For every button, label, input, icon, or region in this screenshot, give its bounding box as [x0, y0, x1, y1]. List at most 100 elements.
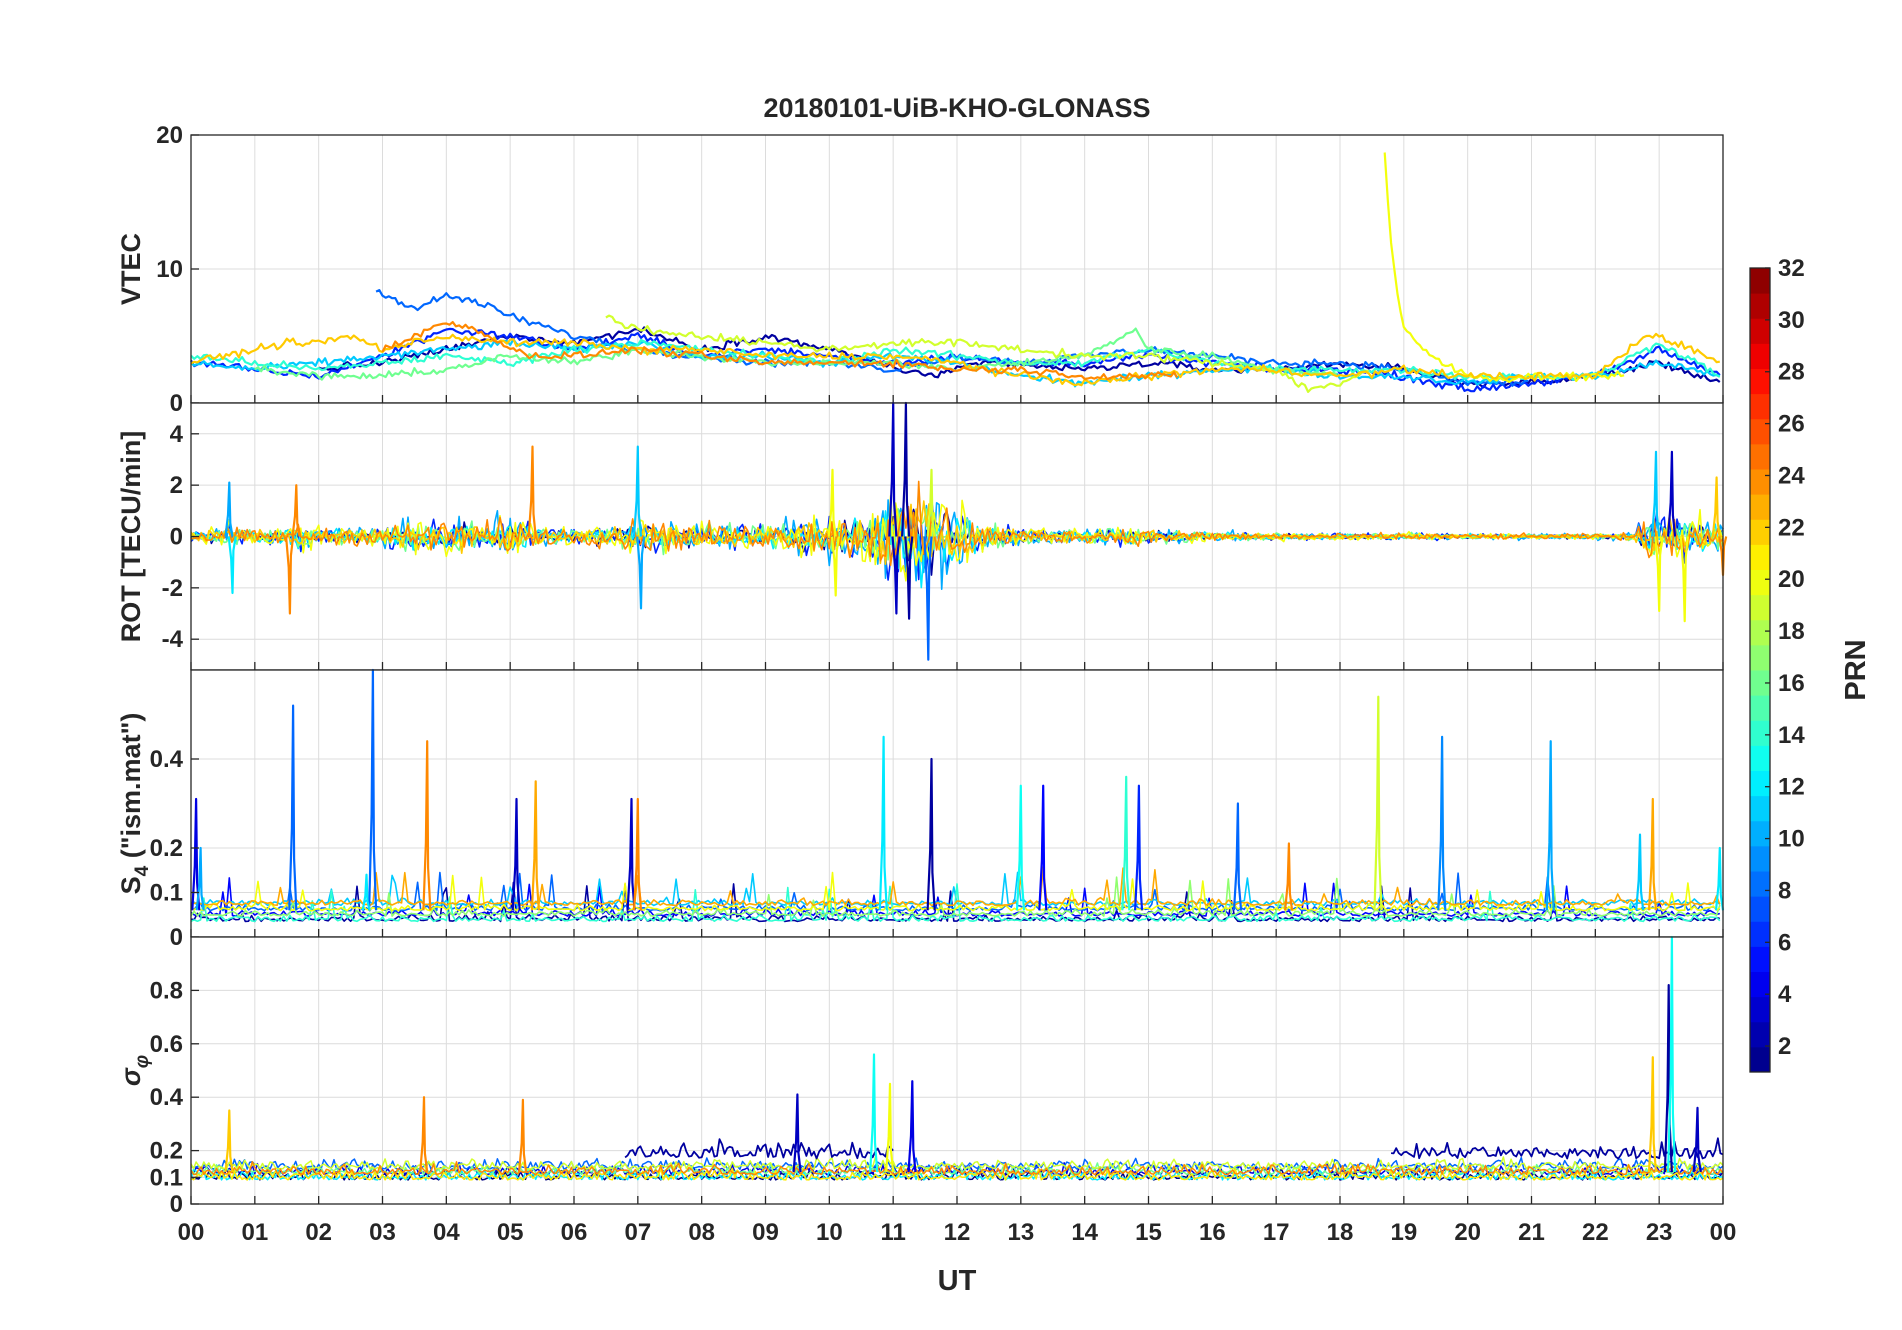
- s4-series: [190, 668, 1725, 923]
- colorbar-frame: [1749, 267, 1771, 1073]
- rot-spike: [923, 536, 933, 661]
- rot-spike: [926, 468, 936, 537]
- vtec-y-tick-label: 0: [170, 390, 183, 417]
- rot-spike: [830, 536, 840, 597]
- x-tick-labels: 00 01 02 03 04 05 06 07 08 09 10 11 12 13 14 15 16 17 18 19…: [178, 1219, 1737, 1246]
- rot-spike: [291, 484, 301, 537]
- colorbar-swatch: [1750, 770, 1770, 797]
- s4-series-prn-20: [190, 871, 1721, 912]
- panel-sigma_phi: 00.10.2 0.4 0.6 0.8 σφ: [116, 935, 1724, 1218]
- sigma_phi-spike: [1663, 984, 1673, 1173]
- colorbar-swatch: [1750, 871, 1770, 897]
- rot-spike: [1711, 476, 1721, 537]
- x-tick-label: 23: [1646, 1219, 1673, 1246]
- vtec-y-axis-label: VTEC: [116, 233, 146, 305]
- sigma_phi-spike: [907, 1080, 917, 1173]
- x-tick-label: 00: [1710, 1219, 1737, 1246]
- s4-y-tick-label: 0.4: [150, 746, 184, 773]
- colorbar-swatch: [1750, 519, 1770, 545]
- s4-spike: [1714, 846, 1725, 911]
- s4-series-prn-23: [190, 866, 1721, 907]
- rot-spike: [227, 536, 237, 595]
- s4-series-prn-14: [190, 883, 1721, 923]
- rot-series-prn-24: [190, 480, 1724, 567]
- s4-spike: [361, 873, 371, 911]
- colorbar-swatch: [1750, 971, 1770, 998]
- vtec-series-prn-19: [605, 314, 1370, 393]
- rot-spike: [1679, 536, 1689, 623]
- panel-s4: 0 0.1 0.2 0.4S4 ("ism.mat"): [116, 668, 1725, 951]
- colorbar-swatch: [1750, 820, 1770, 847]
- x-tick-label: 04: [433, 1219, 460, 1246]
- sigma_phi-y-tick-label: 0.2: [150, 1138, 183, 1165]
- colorbar-tick-label: 26: [1778, 411, 1805, 438]
- colorbar-tick-label: 30: [1778, 307, 1805, 334]
- s4-spike: [1545, 740, 1555, 911]
- colorbar-swatch: [1750, 745, 1770, 771]
- x-tick-label: 22: [1582, 1219, 1609, 1246]
- vtec-series-prn-24: [381, 321, 1179, 381]
- colorbar-tick-label: 6: [1778, 929, 1791, 956]
- sigma_phi-y-tick-label: 0.4: [150, 1084, 184, 1111]
- rot-spike: [827, 468, 837, 537]
- s4-spike: [195, 846, 205, 911]
- rot-spike: [904, 536, 914, 620]
- s4-spike: [1373, 695, 1383, 911]
- colorbar-swatch: [1750, 921, 1770, 947]
- sigma_phi-y-tick-label: 0: [170, 1191, 183, 1218]
- rot-spike: [1654, 536, 1664, 613]
- s4-series-prn-17: [190, 876, 1721, 917]
- colorbar-swatch: [1750, 293, 1770, 319]
- rot-spike: [285, 536, 295, 615]
- colorbar-swatch: [1750, 996, 1770, 1023]
- x-tick-label: 05: [497, 1219, 524, 1246]
- x-tick-label: 06: [561, 1219, 588, 1246]
- x-tick-label: 03: [369, 1219, 396, 1246]
- colorbar-tick-label: 18: [1778, 618, 1805, 645]
- s4-series-prn-2: [190, 881, 1721, 923]
- colorbar-tick-label: 32: [1778, 255, 1805, 282]
- x-tick-label: 08: [688, 1219, 715, 1246]
- x-tick-label: 16: [1199, 1219, 1226, 1246]
- colorbar-swatch: [1750, 670, 1770, 696]
- colorbar-tick-label: 8: [1778, 877, 1791, 904]
- s4-spike: [632, 797, 643, 911]
- rot-y-tick-label: 0: [170, 524, 183, 551]
- x-tick-label: 21: [1518, 1219, 1545, 1246]
- colorbar-swatch: [1750, 594, 1770, 621]
- sigma-series-prn-19: [190, 1156, 1724, 1171]
- vtec-y-tick-label: 10: [156, 256, 183, 283]
- rot-spike: [891, 536, 901, 615]
- x-tick-label: 14: [1071, 1219, 1098, 1246]
- rot-series: [190, 401, 1728, 661]
- rot-spike: [527, 445, 537, 537]
- sigma_phi-spike: [1647, 1056, 1658, 1173]
- x-tick-label: 15: [1135, 1219, 1162, 1246]
- s4-y-tick-label: 0.2: [150, 835, 183, 862]
- x-tick-label: 07: [624, 1219, 651, 1246]
- sigma_phi-spike: [869, 1053, 879, 1173]
- colorbar-swatch: [1750, 318, 1770, 344]
- rot-y-tick-label: -2: [162, 575, 183, 602]
- colorbar-swatch: [1750, 644, 1770, 671]
- colorbar-swatch: [1750, 268, 1770, 294]
- rot-spike: [224, 481, 234, 537]
- vtec-series-prn-20: [1383, 152, 1625, 383]
- sigma_phi-spike: [419, 1096, 429, 1173]
- rot-y-tick-label: 4: [170, 421, 184, 448]
- colorbar-label: PRN: [1840, 639, 1872, 700]
- sigma_phi-y-tick-label: 0.1: [150, 1164, 183, 1191]
- colorbar-swatch: [1750, 1021, 1770, 1048]
- panel-rot: -4 -2 0 2 4 ROT [TECU/min]: [116, 401, 1728, 671]
- colorbar-tick-label: 20: [1778, 566, 1805, 593]
- colorbar-tick-label: 24: [1778, 462, 1805, 489]
- x-tick-label: 10: [816, 1219, 843, 1246]
- sigma-series-prn-24: [190, 1160, 1724, 1176]
- s4-spike: [511, 797, 521, 911]
- sigma_phi-spike: [224, 1109, 234, 1173]
- s4-spike: [1284, 842, 1294, 911]
- s4-y-axis-label: S4 ("ism.mat"): [116, 713, 153, 895]
- x-tick-label: 00: [178, 1219, 205, 1246]
